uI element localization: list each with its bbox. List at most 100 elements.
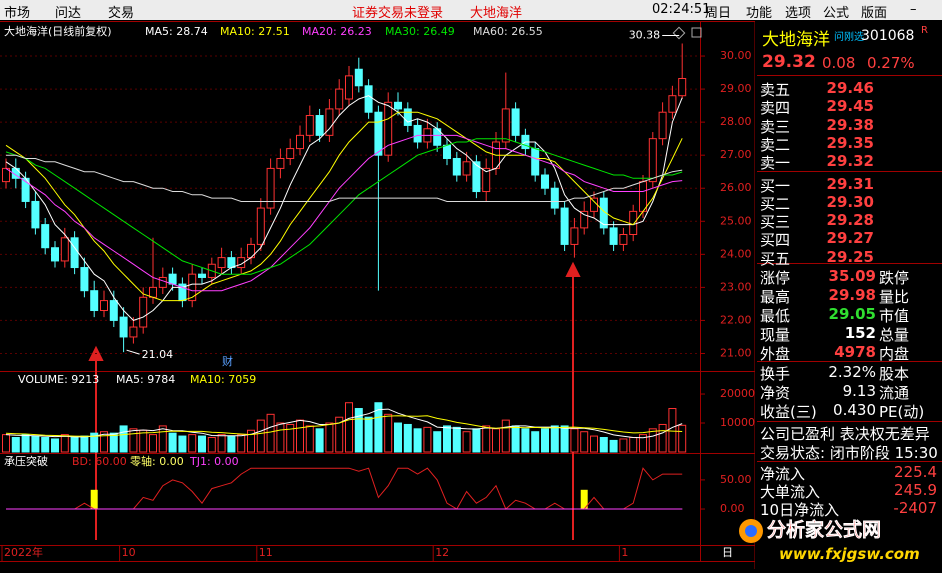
candle-body xyxy=(590,197,598,212)
candle-body xyxy=(335,88,344,110)
y-tick-label: 26.00 xyxy=(720,181,752,194)
stat-label: 最低 xyxy=(760,307,791,325)
menu-item[interactable]: 交易 xyxy=(108,6,135,21)
book-price: 29.31 xyxy=(826,174,874,193)
stat-label: 最高 xyxy=(760,288,791,306)
menu-item[interactable]: 选项 xyxy=(785,6,812,21)
candle-body xyxy=(139,296,148,328)
book-label: 卖一 xyxy=(760,154,791,173)
candle-body xyxy=(639,181,647,212)
x-tick-label: 10 xyxy=(122,546,136,559)
candle-body xyxy=(462,161,471,176)
candle-body xyxy=(51,247,59,262)
stat-value: 4978 xyxy=(834,343,876,361)
candle-body xyxy=(237,257,246,269)
high-label: 30.38 xyxy=(629,28,661,41)
candle-body xyxy=(119,316,128,338)
y-tick-label: 28.00 xyxy=(720,115,752,128)
menu-item[interactable]: 公式 xyxy=(823,6,850,21)
minimize[interactable]: – xyxy=(910,2,917,17)
volume-bar xyxy=(188,434,197,453)
tag[interactable]: 问刚选 xyxy=(834,32,864,43)
volume-bar xyxy=(394,422,402,453)
book-price: 29.32 xyxy=(826,152,874,171)
candle-body xyxy=(286,148,295,159)
y-tick-label: 29.00 xyxy=(720,82,752,95)
candle-body xyxy=(60,237,69,262)
x-tick-label: 11 xyxy=(259,546,273,559)
candle-body xyxy=(599,197,608,229)
volume-bar xyxy=(296,419,304,453)
x-tick-label: 12 xyxy=(435,546,449,559)
weekday: 周日 xyxy=(705,6,732,21)
legend-entry: TJ1: 0.00 xyxy=(189,455,239,468)
book-price: 29.27 xyxy=(826,229,874,248)
separator xyxy=(757,171,942,172)
volume-bar xyxy=(668,408,677,453)
separator xyxy=(757,361,942,362)
menu-item[interactable]: 功能 xyxy=(746,6,773,21)
candle-body xyxy=(168,273,177,285)
candle-body xyxy=(678,78,687,97)
volume-bar xyxy=(237,434,246,453)
book-price: 29.46 xyxy=(826,79,874,97)
candle-body xyxy=(668,95,677,113)
volume-bar xyxy=(335,416,344,453)
book-price: 29.30 xyxy=(826,192,874,211)
book-label: 卖三 xyxy=(760,117,791,136)
volume-bar xyxy=(2,434,10,453)
flow-label: 10日净流入 xyxy=(760,501,840,519)
y-tick-label: 23.00 xyxy=(720,280,752,293)
period[interactable]: 日 xyxy=(722,546,733,559)
watermark-logo xyxy=(739,519,763,543)
signal-bar xyxy=(90,489,98,510)
fund-label: 股本 xyxy=(879,365,910,383)
stock-name: 大地海洋 xyxy=(762,30,830,50)
stat-value: 29.05 xyxy=(828,305,876,323)
fund-label: 收益(三) xyxy=(760,403,817,421)
volume-bar xyxy=(374,402,383,453)
volume-bar xyxy=(590,435,598,453)
volume-bar xyxy=(11,437,20,453)
flag: R xyxy=(921,25,928,36)
volume-bar xyxy=(521,428,530,453)
menu-item[interactable]: 版面 xyxy=(861,6,888,21)
volume-bar xyxy=(599,437,608,453)
candle-body xyxy=(256,207,265,245)
volume-bar xyxy=(41,437,50,453)
candle-body xyxy=(149,286,157,298)
line xyxy=(5,408,683,439)
info: 交易状态: 闭市阶段 15:30 xyxy=(760,444,938,462)
volume-bar xyxy=(639,434,647,453)
menu-item[interactable]: 市场 xyxy=(4,6,31,21)
volume-bar xyxy=(129,428,138,453)
book-label: 买五 xyxy=(760,249,791,268)
candle-body xyxy=(325,108,334,136)
book-label: 卖二 xyxy=(760,135,791,154)
volume-bar xyxy=(51,438,59,453)
icon[interactable] xyxy=(691,27,702,38)
fund-value: 2.32% xyxy=(828,363,876,381)
volume-bar xyxy=(109,432,118,453)
stat-label: 涨停 xyxy=(760,269,791,287)
volume-bar xyxy=(541,428,549,453)
volume-bar xyxy=(648,428,657,453)
line xyxy=(5,111,683,302)
volume-bar xyxy=(501,419,510,453)
candle-body xyxy=(394,101,402,110)
candle-body xyxy=(345,75,353,100)
candle-body xyxy=(158,276,167,288)
legend-entry: BD: 60.00 xyxy=(72,455,127,468)
candle-body xyxy=(70,237,79,269)
fund-label: 净资 xyxy=(760,384,791,402)
volume-bar xyxy=(178,435,187,453)
menu-item[interactable]: 问达 xyxy=(55,6,82,21)
volume-bar xyxy=(492,428,500,453)
candle-body xyxy=(452,157,461,176)
candle-body xyxy=(472,161,481,193)
candle-body xyxy=(31,200,40,229)
volume-bar xyxy=(629,437,638,453)
stat-label: 市值 xyxy=(879,307,910,325)
y-tick-label: 10000 xyxy=(720,416,755,429)
candle-body xyxy=(305,115,314,136)
